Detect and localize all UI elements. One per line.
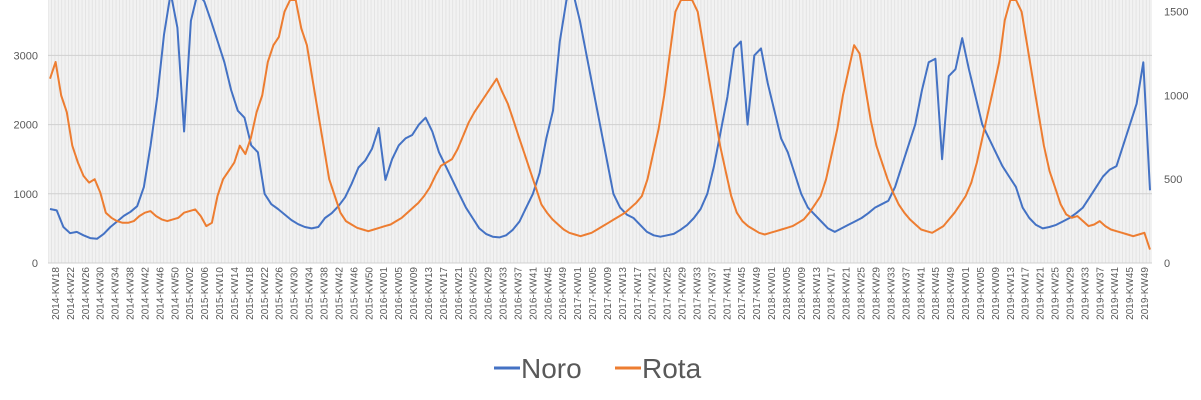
x-axis-tick-label: 2016-KW09	[409, 267, 420, 320]
x-axis-tick-label: 2015-KW18	[245, 267, 256, 320]
x-axis-tick-label: 2015-KW14	[230, 267, 241, 320]
x-axis-tick-label: 2018-KW09	[797, 267, 808, 320]
x-axis-tick-label: 2015-KW42	[334, 267, 345, 320]
x-axis-tick-label: 2014-KW22	[66, 267, 77, 320]
x-axis-tick-label: 2014-KW46	[155, 267, 166, 320]
vertical-gridlines	[48, 0, 1152, 263]
x-axis-tick-label: 2014-KW26	[81, 267, 92, 320]
x-axis-tick-label: 2016-KW21	[454, 267, 465, 320]
x-axis-tick-label: 2014-KW34	[111, 267, 122, 320]
x-axis-tick-label: 2019-KW17	[1021, 267, 1032, 320]
x-axis-tick-label: 2019-KW21	[1036, 267, 1047, 320]
x-axis-tick-label: 2018-KW41	[916, 267, 927, 320]
right-axis-tick-label: 1500	[1164, 7, 1188, 19]
x-axis-tick-label: 2018-KW01	[767, 267, 778, 320]
x-axis-tick-label: 2017-KW05	[588, 267, 599, 320]
x-axis-tick-label: 2019-KW41	[1110, 267, 1121, 320]
x-axis-tick-label: 2015-KW30	[290, 267, 301, 320]
left-axis-tick-label: 2000	[14, 120, 38, 132]
x-axis-tick-label: 2014-KW42	[140, 267, 151, 320]
x-axis-tick-label: 2017-KW17	[633, 267, 644, 320]
x-axis-tick-labels: 2014-KW18 2014-KW22 2014-KW26 2014-KW30 2014…	[51, 267, 1151, 320]
x-axis-tick-label: 2015-KW38	[320, 267, 331, 320]
x-axis-tick-label: 2015-KW50	[364, 267, 375, 320]
x-axis-tick-label: 2014-KW18	[51, 267, 62, 320]
x-axis-tick-label: 2019-KW33	[1080, 267, 1091, 320]
x-axis-tick-label: 2019-KW13	[1006, 267, 1017, 320]
x-axis-tick-label: 2017-KW13	[618, 267, 629, 320]
x-axis-tick-label: 2016-KW01	[379, 267, 390, 320]
x-axis-tick-label: 2019-KW49	[1140, 267, 1151, 320]
x-axis-tick-label: 2016-KW25	[469, 267, 480, 320]
x-axis-tick-label: 2014-KW38	[126, 267, 137, 320]
x-axis-tick-label: 2019-KW01	[961, 267, 972, 320]
x-axis-tick-label: 2018-KW13	[812, 267, 823, 320]
x-axis-tick-label: 2018-KW37	[901, 267, 912, 320]
x-axis-tick-label: 2017-KW33	[692, 267, 703, 320]
x-axis-tick-label: 2016-KW05	[394, 267, 405, 320]
x-axis-tick-label: 2015-KW26	[275, 267, 286, 320]
right-axis-tick-label: 1000	[1164, 90, 1188, 102]
x-axis-tick-label: 2019-KW37	[1095, 267, 1106, 320]
x-axis-tick-label: 2017-KW37	[707, 267, 718, 320]
right-axis-tick-label: 500	[1164, 174, 1182, 186]
x-axis-tick-label: 2017-KW25	[663, 267, 674, 320]
x-axis-tick-label: 2015-KW06	[200, 267, 211, 320]
series-line-noro	[49, 0, 1151, 240]
x-axis-tick-label: 2016-KW49	[558, 267, 569, 320]
x-axis-tick-label: 2018-KW21	[842, 267, 853, 320]
x-axis-tick-label: 2014-KW50	[170, 267, 181, 320]
x-axis-tick-label: 2017-KW29	[678, 267, 689, 320]
series-lines	[49, 0, 1151, 250]
x-axis-tick-label: 2017-KW45	[737, 267, 748, 320]
left-axis-tick-label: 0	[32, 258, 38, 270]
x-axis-tick-label: 2018-KW45	[931, 267, 942, 320]
x-axis-tick-label: 2019-KW05	[976, 267, 987, 320]
x-axis-tick-label: 2018-KW49	[946, 267, 957, 320]
right-axis-tick-labels: 0 500 1000 1500	[1164, 7, 1188, 270]
x-axis-tick-label: 2017-KW41	[722, 267, 733, 320]
x-axis-tick-label: 2015-KW02	[185, 267, 196, 320]
left-axis-tick-label: 3000	[14, 50, 38, 62]
x-axis-tick-label: 2018-KW05	[782, 267, 793, 320]
x-axis-tick-label: 2015-KW10	[215, 267, 226, 320]
x-axis-tick-label: 2016-KW17	[439, 267, 450, 320]
right-axis-tick-label: 0	[1164, 258, 1170, 270]
x-axis-tick-label: 2017-KW21	[648, 267, 659, 320]
left-axis-tick-labels: 0 1000 2000 3000	[14, 50, 38, 270]
series-line-rota	[49, 0, 1151, 250]
legend: Noro Rota	[494, 353, 702, 384]
x-axis-tick-label: 2018-KW25	[857, 267, 868, 320]
x-axis-tick-label: 2016-KW37	[513, 267, 524, 320]
x-axis-tick-label: 2019-KW45	[1125, 267, 1136, 320]
x-axis-tick-label: 2016-KW41	[528, 267, 539, 320]
x-axis-tick-label: 2018-KW17	[827, 267, 838, 320]
x-axis-tick-label: 2019-KW09	[991, 267, 1002, 320]
x-axis-tick-label: 2018-KW29	[872, 267, 883, 320]
legend-label-noro: Noro	[521, 353, 582, 384]
x-axis-tick-label: 2019-KW29	[1065, 267, 1076, 320]
x-axis-tick-label: 2014-KW30	[96, 267, 107, 320]
x-axis-tick-label: 2015-KW46	[349, 267, 360, 320]
x-axis-tick-label: 2019-KW25	[1051, 267, 1062, 320]
x-axis-tick-label: 2016-KW33	[499, 267, 510, 320]
x-axis-tick-label: 2016-KW29	[484, 267, 495, 320]
x-axis-tick-label: 2016-KW13	[424, 267, 435, 320]
x-axis-tick-label: 2017-KW01	[573, 267, 584, 320]
x-axis-tick-label: 2017-KW09	[603, 267, 614, 320]
x-axis-tick-label: 2015-KW34	[305, 267, 316, 320]
legend-label-rota: Rota	[642, 353, 702, 384]
x-axis-tick-label: 2017-KW49	[752, 267, 763, 320]
x-axis-tick-label: 2018-KW33	[886, 267, 897, 320]
plot-area	[48, 0, 1152, 263]
x-axis-tick-label: 2015-KW22	[260, 267, 271, 320]
left-axis-tick-label: 1000	[14, 189, 38, 201]
x-axis-tick-label: 2016-KW45	[543, 267, 554, 320]
